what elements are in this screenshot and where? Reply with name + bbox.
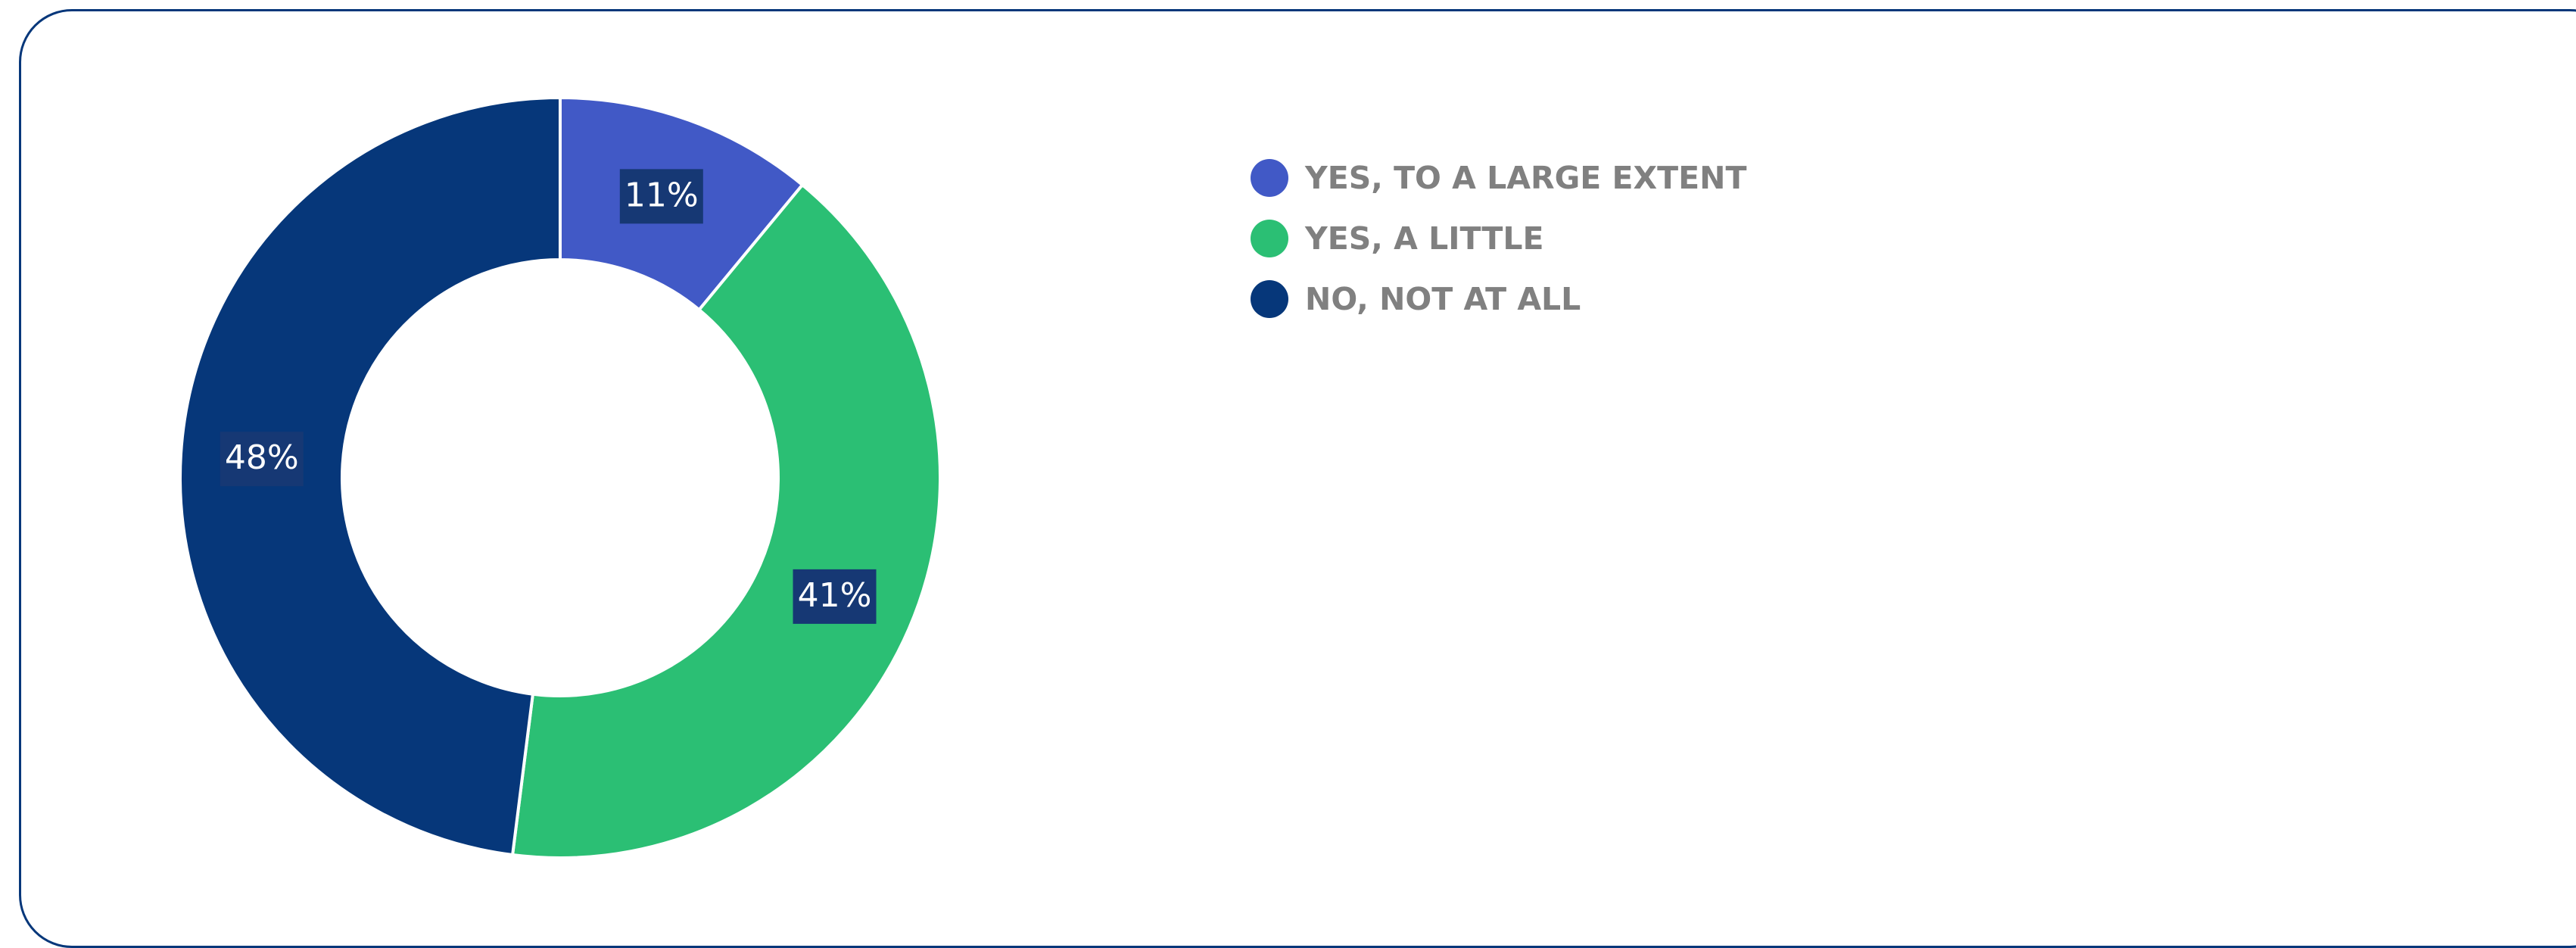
donut-slice: [179, 95, 562, 857]
slice-label: 41%: [793, 569, 877, 624]
slice-value-label: 48%: [225, 438, 299, 477]
slice-value-label: 41%: [798, 576, 872, 615]
slice-label: 11%: [619, 169, 703, 224]
donut-chart: 11% 41% 48%: [179, 95, 942, 859]
slice-value-label: 11%: [625, 176, 699, 214]
chart-legend: YES, TO A LARGE EXTENT YES, A LITTLE NO,…: [1251, 148, 1746, 329]
legend-item: YES, TO A LARGE EXTENT: [1251, 148, 1746, 208]
legend-label: YES, A LITTLE: [1305, 220, 1544, 257]
legend-item: YES, A LITTLE: [1251, 208, 1746, 269]
legend-label: NO, NOT AT ALL: [1305, 281, 1581, 317]
slice-label-background: [793, 569, 877, 624]
slice-label: 48%: [220, 432, 304, 487]
legend-swatch: [1251, 159, 1288, 197]
legend-swatch: [1251, 280, 1288, 318]
donut-slice: [510, 182, 942, 859]
legend-item: NO, NOT AT ALL: [1251, 269, 1746, 329]
slice-label-background: [619, 169, 703, 224]
slice-label-background: [220, 432, 304, 487]
legend-label: YES, TO A LARGE EXTENT: [1305, 160, 1747, 196]
legend-swatch: [1251, 220, 1288, 257]
